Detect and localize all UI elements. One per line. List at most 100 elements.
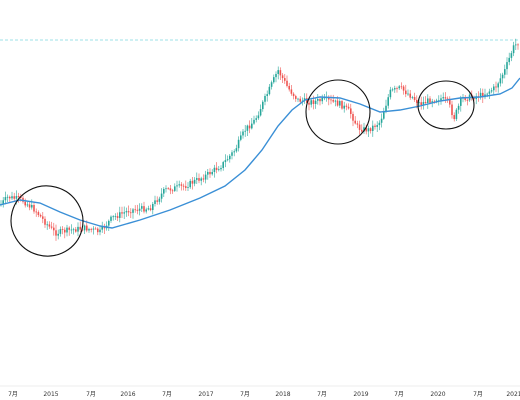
candle-body (229, 155, 231, 160)
candle-body (508, 57, 510, 63)
candle-body (235, 148, 238, 152)
candle-body (275, 73, 277, 78)
candle-body (224, 160, 227, 163)
candle-body (158, 198, 161, 202)
x-tick-label: 7月 (240, 391, 250, 398)
candle-body (361, 129, 363, 132)
candle-body (308, 102, 310, 105)
candle-body (121, 212, 123, 214)
candle-body (310, 100, 312, 105)
candle-body (92, 228, 95, 230)
candle-body (295, 96, 297, 99)
candle-body (416, 99, 418, 103)
candle-body (24, 201, 26, 206)
candle-body (464, 97, 466, 100)
candle-body (515, 44, 517, 46)
candle-body (50, 226, 53, 228)
candle-body (312, 100, 315, 104)
candle-body (248, 125, 251, 129)
candle-body (61, 229, 64, 230)
candle-body (446, 98, 449, 100)
candle-body (189, 180, 191, 188)
candle-body (378, 122, 381, 126)
candle-body (244, 130, 246, 132)
candle-body (435, 100, 438, 102)
candle-body (152, 203, 154, 211)
candle-body (266, 94, 268, 96)
candles-layer (0, 38, 519, 241)
x-tick-label: 2020 (430, 391, 445, 398)
candle-body (387, 97, 389, 106)
candle-body (33, 205, 35, 212)
candle-body (176, 185, 178, 187)
candle-body (422, 102, 425, 106)
candle-body (367, 128, 370, 132)
candle-body (4, 197, 7, 201)
candle-body (504, 69, 506, 75)
candle-body (473, 97, 475, 100)
candle-body (277, 70, 279, 74)
candle-body (257, 115, 260, 119)
candle-body (134, 209, 136, 211)
candle-body (222, 162, 224, 168)
candle-body (286, 80, 288, 86)
candle-body (112, 216, 114, 218)
candle-body (218, 169, 220, 171)
candle-body (409, 93, 411, 98)
candle-body (160, 193, 163, 199)
candle-body (369, 128, 372, 131)
candle-body (204, 174, 207, 180)
candle-body (306, 98, 308, 103)
candle-body (99, 229, 101, 233)
circles-layer (10, 79, 475, 257)
candle-body (273, 77, 275, 83)
candle-body (499, 78, 502, 84)
candle-body (11, 196, 13, 199)
candle-body (389, 89, 392, 98)
candle-body (259, 109, 262, 116)
candle-body (486, 93, 488, 95)
candle-body (231, 152, 233, 156)
candle-body (501, 74, 504, 79)
candle-body (136, 209, 139, 211)
candle-body (90, 229, 92, 230)
candle-body (44, 218, 46, 225)
candle-body (385, 105, 387, 112)
candle-body (59, 229, 62, 234)
candle-body (46, 224, 48, 226)
candle-body (495, 86, 497, 88)
candle-body (211, 172, 213, 175)
candle-body (402, 86, 405, 91)
candle-body (101, 226, 103, 230)
candle-body (341, 101, 343, 109)
candle-body (226, 159, 229, 161)
candle-body (356, 123, 359, 125)
x-tick-label: 2018 (275, 391, 290, 398)
candle-body (372, 125, 374, 131)
candle-body (407, 93, 409, 95)
candle-body (323, 97, 326, 99)
candle-body (127, 211, 130, 213)
candle-body (328, 97, 330, 100)
x-tick-label: 7月 (473, 391, 483, 398)
candle-body (253, 119, 255, 124)
candle-body (284, 78, 286, 81)
candle-body (321, 97, 323, 102)
candle-body (427, 98, 429, 103)
candle-body (165, 188, 167, 190)
candle-body (281, 75, 284, 79)
candle-body (497, 83, 499, 88)
candle-body (363, 127, 365, 132)
candle-body (457, 105, 460, 110)
candle-body (343, 105, 345, 109)
candle-body (174, 186, 176, 191)
candle-body (185, 186, 187, 188)
candle-body (237, 139, 240, 149)
x-tick-label: 7月 (8, 391, 18, 398)
candle-body (147, 208, 150, 210)
candle-body (169, 188, 172, 191)
candle-body (453, 115, 455, 120)
candle-body (26, 204, 29, 206)
candle-body (251, 123, 253, 129)
